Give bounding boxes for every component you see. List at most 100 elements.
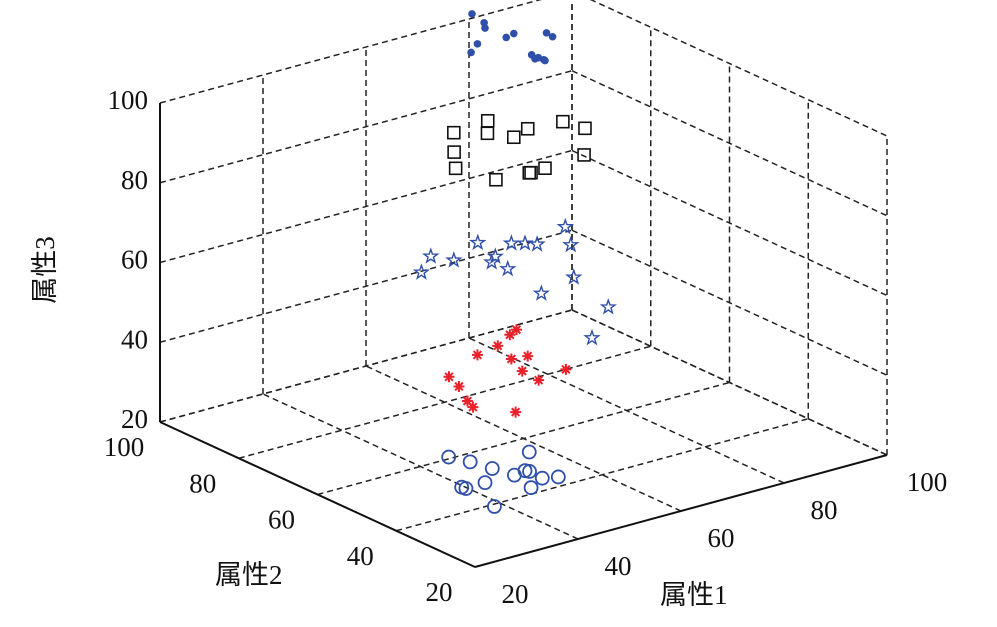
grid-line <box>159 149 573 264</box>
y-axis-label: 属性2 <box>215 560 283 590</box>
point <box>507 467 522 483</box>
point <box>487 499 502 514</box>
point <box>502 33 511 42</box>
grid-line <box>396 418 809 532</box>
grid <box>159 0 888 568</box>
grid-line <box>589 0 888 137</box>
grid-line <box>571 309 888 456</box>
point <box>448 161 463 176</box>
series <box>447 114 592 187</box>
series <box>467 10 557 65</box>
point <box>445 251 463 268</box>
grid-line <box>571 229 888 376</box>
point <box>504 329 516 341</box>
point <box>516 234 534 251</box>
point <box>577 148 591 162</box>
point <box>511 324 523 336</box>
point <box>468 10 476 18</box>
point <box>548 32 557 41</box>
series <box>412 217 618 346</box>
grid-line <box>571 70 888 217</box>
point <box>599 298 618 315</box>
point <box>467 48 475 57</box>
point <box>560 363 572 375</box>
point <box>556 114 570 129</box>
point <box>556 217 574 235</box>
y-tick-label: 100 <box>104 432 145 462</box>
point <box>499 259 517 277</box>
point <box>477 475 493 491</box>
z-axis-label: 属性3 <box>30 236 60 304</box>
point <box>447 125 461 140</box>
y-tick-label: 80 <box>189 468 216 498</box>
point <box>453 380 465 392</box>
point <box>521 444 537 460</box>
point <box>510 29 518 38</box>
point <box>510 406 522 418</box>
point <box>562 235 580 253</box>
x-tick-label: 40 <box>605 551 632 581</box>
point <box>489 172 503 187</box>
point <box>471 349 483 361</box>
point <box>412 263 431 280</box>
y-tick-label: 60 <box>268 505 295 535</box>
point <box>506 130 521 145</box>
y-tick-label: 20 <box>426 577 453 607</box>
point <box>441 449 457 465</box>
point <box>422 247 440 264</box>
point <box>480 126 495 141</box>
grid-line <box>159 0 542 104</box>
axis-line <box>159 421 476 568</box>
point <box>522 166 537 180</box>
point <box>467 401 479 413</box>
z-tick-label: 80 <box>121 165 148 195</box>
point <box>531 55 539 63</box>
z-tick-label: 60 <box>121 245 148 275</box>
point <box>542 29 551 37</box>
point <box>480 18 488 27</box>
point <box>469 233 487 251</box>
point <box>484 461 500 476</box>
point <box>480 114 495 128</box>
point <box>486 247 505 264</box>
x-tick-label: 80 <box>811 495 838 525</box>
grid-line <box>238 345 651 459</box>
grid-line <box>159 70 573 184</box>
x-axis-label: 属性1 <box>660 580 728 610</box>
point <box>532 284 551 301</box>
point <box>565 268 583 285</box>
point <box>461 395 473 407</box>
point <box>443 371 455 383</box>
y-tick-label: 40 <box>347 541 374 571</box>
point <box>492 340 504 352</box>
point <box>462 454 478 470</box>
point <box>533 374 545 386</box>
x-tick-label: 100 <box>907 467 948 497</box>
point <box>550 469 566 485</box>
point <box>473 40 482 48</box>
point <box>523 480 539 496</box>
grid-line <box>262 393 579 540</box>
point <box>520 121 535 136</box>
point <box>534 470 550 486</box>
z-tick-label: 100 <box>108 85 149 115</box>
series <box>441 444 566 514</box>
grid-line <box>571 149 888 297</box>
z-tick-label: 20 <box>121 404 148 434</box>
grid-line <box>159 309 573 423</box>
x-tick-label: 60 <box>708 523 735 553</box>
point <box>583 328 601 346</box>
point <box>454 479 470 495</box>
series <box>443 324 572 418</box>
point <box>578 121 592 136</box>
point <box>502 234 521 251</box>
point <box>528 235 546 252</box>
point <box>522 350 534 362</box>
point <box>447 145 461 159</box>
point <box>505 353 517 365</box>
axis-line <box>474 454 888 568</box>
point <box>538 161 552 175</box>
grid-line <box>317 381 730 496</box>
x-tick-label: 20 <box>502 579 529 609</box>
